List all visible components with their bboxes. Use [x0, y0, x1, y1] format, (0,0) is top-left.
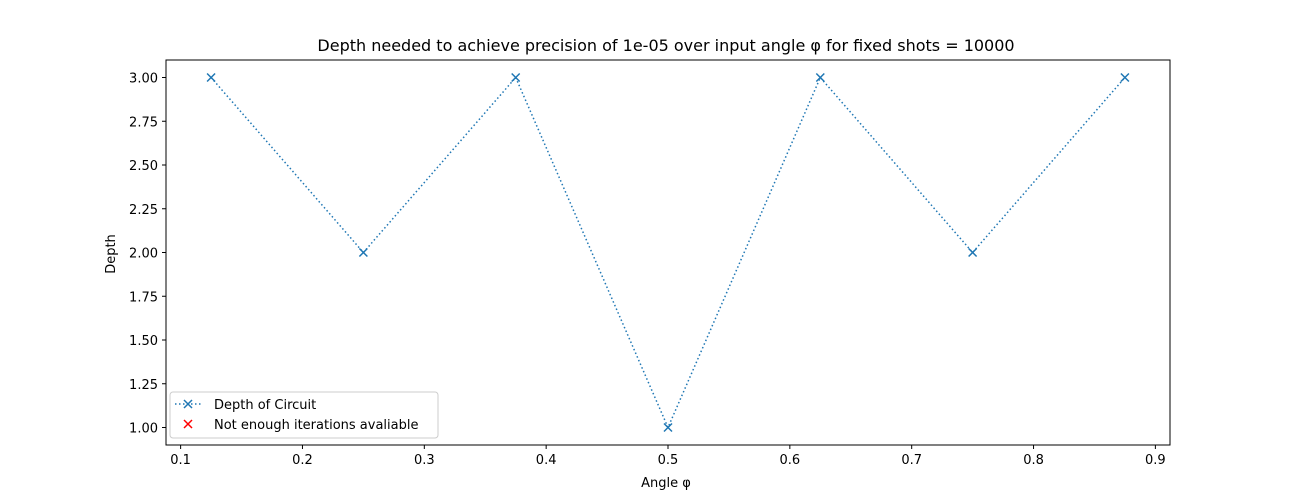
x-axis: 0.1 0.2 0.3 0.4 0.5 0.6 0.7 0.8 0.9: [170, 445, 1166, 468]
legend-marker-not-enough-iterations: [183, 419, 193, 429]
chart-title: Depth needed to achieve precision of 1e-…: [317, 36, 1014, 55]
x-tick-label: 0.3: [414, 453, 435, 468]
data-point: [968, 247, 978, 258]
x-axis-label: Angle φ: [641, 476, 691, 491]
x-tick-label: 0.9: [1145, 453, 1166, 468]
legend-box: [169, 391, 439, 439]
y-axis: 1.00 1.25 1.50 1.75 2.00 2.25 2.50 2.75 3.00: [129, 72, 166, 437]
plot-area: [206, 72, 1130, 433]
x-tick-label: 0.1: [170, 453, 191, 468]
y-tick-label: 3.00: [129, 72, 158, 87]
y-tick-label: 2.25: [129, 203, 158, 218]
y-tick-label: 1.75: [129, 290, 158, 305]
legend-label-depth-of-circuit: Depth of Circuit: [214, 398, 316, 413]
legend-marker-depth-of-circuit: [183, 399, 193, 409]
x-tick-label: 0.6: [780, 453, 801, 468]
x-tick-label: 0.5: [658, 453, 679, 468]
y-tick-label: 2.75: [129, 115, 158, 130]
y-tick-label: 1.50: [129, 334, 158, 349]
y-tick-label: 1.00: [129, 422, 158, 437]
legend: Depth of Circuit Not enough iterations a…: [169, 391, 439, 439]
data-point: [663, 422, 673, 433]
y-tick-label: 2.00: [129, 247, 158, 262]
data-point: [815, 72, 825, 83]
y-tick-label: 1.25: [129, 378, 158, 393]
series-line-depth-of-circuit: [210, 76, 1126, 430]
legend-label-not-enough-iterations: Not enough iterations avaliable: [214, 418, 418, 433]
data-point: [1120, 72, 1130, 83]
data-point: [511, 72, 521, 83]
x-tick-label: 0.7: [901, 453, 922, 468]
data-point: [206, 72, 216, 83]
data-point: [358, 247, 368, 258]
x-tick-label: 0.8: [1023, 453, 1044, 468]
y-tick-label: 2.50: [129, 159, 158, 174]
x-tick-label: 0.2: [292, 453, 313, 468]
y-axis-label: Depth: [104, 234, 119, 274]
axes-frame: [165, 59, 1171, 446]
x-tick-label: 0.4: [536, 453, 557, 468]
